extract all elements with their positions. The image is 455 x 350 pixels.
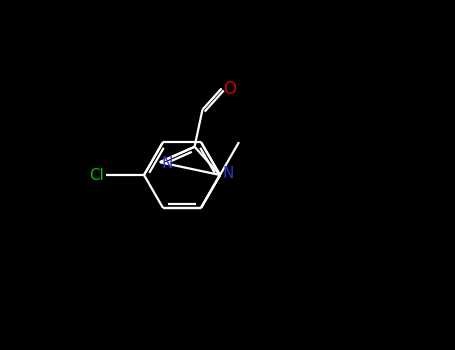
Text: N: N xyxy=(162,156,173,171)
Text: Cl: Cl xyxy=(89,168,104,182)
Text: O: O xyxy=(223,80,237,98)
Text: N: N xyxy=(222,167,233,182)
